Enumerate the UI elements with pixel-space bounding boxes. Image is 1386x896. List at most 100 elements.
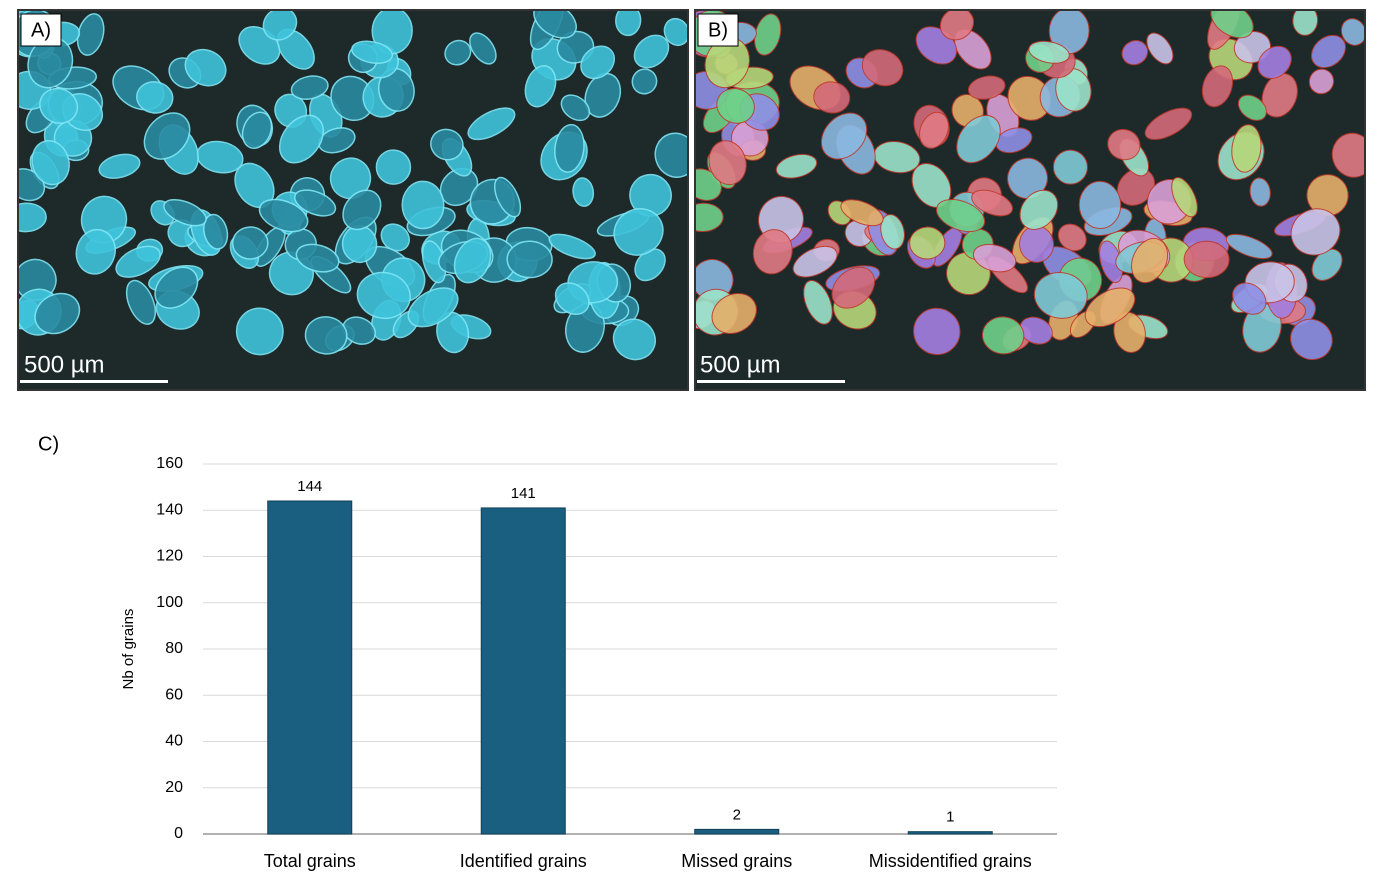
grain [1290, 318, 1333, 361]
y-tick-label: 60 [165, 686, 183, 703]
y-tick-label: 80 [165, 640, 183, 657]
grain [1084, 287, 1136, 328]
grain [560, 94, 591, 122]
bar [694, 828, 780, 835]
grains-a [18, 10, 688, 361]
scale-bar [697, 380, 845, 383]
grain [407, 287, 459, 328]
data-label: 141 [511, 485, 536, 502]
grain [831, 266, 876, 309]
grain [356, 271, 411, 320]
panel-label-box [697, 13, 739, 47]
grain [1171, 177, 1198, 218]
grain [1146, 32, 1174, 65]
grain [752, 229, 793, 275]
grain [554, 123, 585, 173]
grain [631, 68, 658, 95]
grain [1257, 45, 1292, 79]
scale-bar [20, 380, 168, 383]
grain [919, 111, 949, 149]
grain [304, 316, 348, 355]
frame-a [17, 9, 689, 391]
grain [453, 237, 492, 284]
grain [1290, 208, 1341, 256]
grain [708, 140, 747, 186]
grain [554, 282, 590, 316]
grain [18, 168, 46, 202]
grain [1183, 240, 1230, 279]
grain [444, 39, 472, 66]
grain [31, 140, 70, 186]
grain [75, 228, 116, 275]
grain [241, 111, 273, 149]
grain [1144, 107, 1193, 140]
x-tick-label: Missidentified grains [869, 851, 1032, 871]
grain [1237, 94, 1267, 121]
grain [1210, 10, 1254, 39]
grain [711, 292, 757, 335]
y-tick-label: 100 [156, 594, 183, 611]
grain [34, 292, 81, 335]
grain [936, 199, 986, 233]
grain [18, 202, 47, 233]
grain [615, 10, 642, 37]
data-label: 144 [297, 478, 322, 495]
grain [235, 307, 284, 356]
grain [1033, 272, 1088, 319]
grain [1007, 157, 1048, 199]
scale-bar-label: 500 µm [700, 351, 781, 378]
grain [342, 189, 382, 231]
x-tick-label: Identified grains [460, 851, 587, 871]
grain [1310, 34, 1346, 69]
chart: 0 20 40 60 80 100 120 140 160 Total grains 144 Iden… [156, 455, 1057, 871]
grain [290, 75, 329, 101]
grain [1052, 149, 1088, 185]
grain [972, 243, 1017, 273]
grain [467, 107, 516, 141]
grain [163, 198, 207, 227]
grain [136, 81, 174, 114]
frame-b [694, 9, 1366, 391]
panel-label: A) [31, 19, 51, 41]
grain [654, 132, 688, 178]
grain [278, 114, 324, 164]
panel-label: B) [708, 19, 728, 41]
grain [1078, 180, 1122, 230]
grain [909, 226, 946, 260]
grain [1028, 40, 1070, 64]
bar [480, 507, 566, 835]
grain [775, 153, 818, 179]
grain [115, 245, 161, 278]
y-tick-label: 160 [156, 455, 183, 472]
data-label: 2 [733, 806, 741, 823]
grain [1249, 177, 1271, 207]
grain [1308, 68, 1335, 95]
grain [803, 279, 833, 325]
grain [584, 72, 622, 118]
grain [125, 279, 157, 325]
grain [716, 87, 755, 124]
grain [98, 153, 141, 179]
grain [262, 10, 298, 41]
scale-bar-label: 500 µm [24, 351, 105, 378]
grain [1131, 237, 1169, 284]
grain [1107, 128, 1141, 161]
panel-label: C) [38, 433, 59, 455]
grain [401, 180, 445, 230]
grain [820, 112, 868, 160]
y-axis-title: Nb of grains [120, 609, 137, 690]
grain [1232, 282, 1267, 315]
grain [634, 248, 666, 282]
grain [880, 214, 905, 250]
x-tick-label: Missed grains [681, 851, 792, 871]
grain [939, 10, 974, 41]
grain [695, 168, 722, 201]
grain [633, 34, 670, 69]
grain [1331, 132, 1365, 178]
grain [143, 112, 191, 160]
grain [258, 198, 309, 233]
grain [981, 316, 1025, 355]
y-tick-label: 120 [156, 548, 183, 565]
grain [430, 128, 464, 161]
